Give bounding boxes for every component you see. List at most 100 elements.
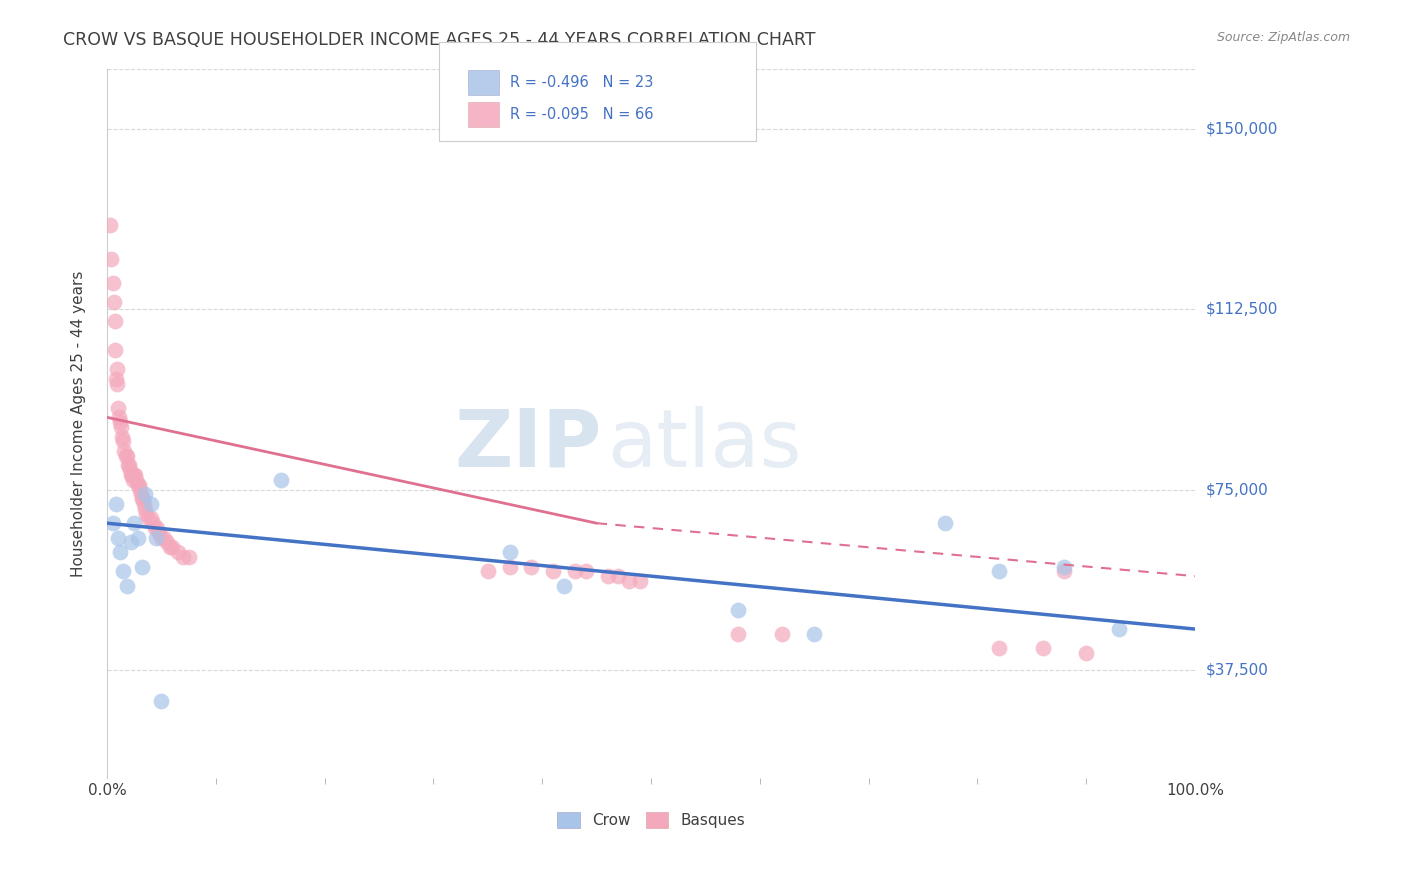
Point [934,516,956,531]
Text: CROW VS BASQUE HOUSEHOLDER INCOME AGES 25 - 44 YEARS CORRELATION CHART: CROW VS BASQUE HOUSEHOLDER INCOME AGES 2… [63,31,815,49]
Point [156,535,179,549]
Point [553,579,575,593]
Text: $75,000: $75,000 [1206,482,1268,497]
Point [596,569,619,583]
Point [498,545,520,559]
Point [575,565,598,579]
Point [607,569,630,583]
Point [150,531,173,545]
Text: $112,500: $112,500 [1206,301,1278,317]
Point [111,429,134,443]
Point [121,468,143,483]
Point [104,372,127,386]
Point [120,535,142,549]
Point [103,294,125,309]
Point [150,694,173,708]
Point [159,541,181,555]
Point [129,487,152,501]
Point [100,252,122,266]
Text: R = -0.095   N = 66: R = -0.095 N = 66 [510,107,654,122]
Point [803,627,825,641]
Point [132,497,155,511]
Point [131,492,153,507]
Point [127,531,149,545]
Point [770,627,793,641]
Point [1032,641,1054,656]
Text: Source: ZipAtlas.com: Source: ZipAtlas.com [1216,31,1350,45]
Text: R = -0.496   N = 23: R = -0.496 N = 23 [510,75,654,89]
Point [1053,565,1076,579]
Point [118,463,141,477]
Point [498,559,520,574]
Text: $150,000: $150,000 [1206,121,1278,136]
Point [107,531,129,545]
Text: $37,500: $37,500 [1206,663,1270,677]
Point [988,641,1011,656]
Point [270,473,292,487]
Point [128,477,150,491]
Point [104,314,127,328]
Point [107,401,129,415]
Point [628,574,651,588]
Point [152,531,174,545]
Point [122,468,145,483]
Point [108,415,131,429]
Point [101,276,124,290]
Point [128,483,150,497]
Point [134,501,156,516]
Point [108,410,131,425]
Y-axis label: Householder Income Ages 25 - 44 years: Householder Income Ages 25 - 44 years [72,270,86,576]
Point [138,511,160,525]
Point [105,362,128,376]
Point [118,458,141,473]
Point [727,627,749,641]
Point [110,420,132,434]
Point [139,511,162,525]
Point [104,497,127,511]
Point [127,477,149,491]
Point [177,549,200,564]
Point [124,468,146,483]
Point [114,449,136,463]
Point [125,473,148,487]
Point [131,559,153,574]
Point [172,549,194,564]
Point [148,525,170,540]
Point [162,541,184,555]
Point [98,218,121,232]
Point [134,487,156,501]
Point [142,516,165,531]
Point [1076,646,1098,660]
Text: atlas: atlas [607,406,801,483]
Point [564,565,586,579]
Point [143,521,166,535]
Point [120,468,142,483]
Point [112,565,135,579]
Text: ZIP: ZIP [456,406,602,483]
Point [115,449,138,463]
Point [101,516,124,531]
Point [988,565,1011,579]
Point [115,579,138,593]
Point [145,531,167,545]
Point [122,516,145,531]
Point [727,603,749,617]
Point [122,473,145,487]
Point [105,376,128,391]
Point [132,492,155,507]
Point [520,559,543,574]
Point [135,507,157,521]
Point [1053,559,1076,574]
Point [139,497,162,511]
Point [477,565,499,579]
Point [104,343,127,357]
Legend: Crow, Basques: Crow, Basques [551,806,752,834]
Point [541,565,564,579]
Point [114,444,136,458]
Point [112,434,135,449]
Point [619,574,641,588]
Point [1108,622,1130,636]
Point [117,458,139,473]
Point [166,545,188,559]
Point [146,521,169,535]
